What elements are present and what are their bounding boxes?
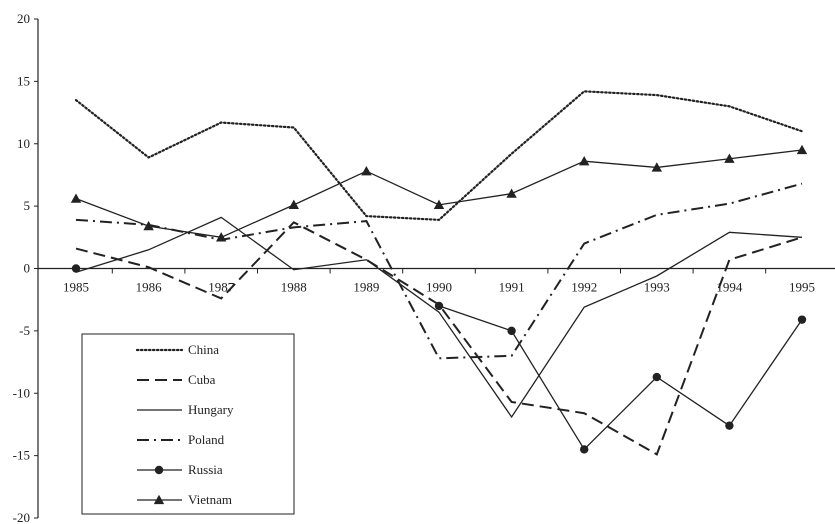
russia-point	[797, 315, 807, 324]
axes: 20 15 10 5 0 -5 -10 -15 -20 1985 1986 1987 1988 1989 1…	[13, 11, 835, 524]
russia-point	[71, 264, 81, 273]
legend-label: Russia	[188, 462, 223, 477]
series-russia	[71, 264, 807, 454]
vietnam-point	[288, 199, 299, 210]
y-tick-label: -15	[13, 448, 30, 463]
series-vietnam	[70, 144, 808, 242]
vietnam-point	[724, 153, 735, 163]
series-cuba	[75, 221, 803, 456]
poland-line	[75, 182, 803, 360]
x-tick-label: 1985	[63, 280, 89, 295]
legend-box	[81, 333, 295, 515]
hungary-line	[75, 216, 803, 419]
russia-line	[438, 305, 803, 451]
vietnam-point	[651, 162, 662, 172]
china-line	[74, 90, 804, 221]
series-hungary	[75, 216, 803, 419]
x-tick-label: 1992	[571, 280, 597, 295]
vietnam-point	[433, 199, 445, 210]
legend-item-china: China	[135, 342, 219, 357]
y-tick-label: -20	[13, 510, 30, 524]
series-layer	[70, 90, 808, 456]
legend-item-russia: Russia	[137, 462, 223, 477]
y-tick-label: 10	[17, 136, 30, 151]
legend-label: Hungary	[188, 402, 234, 417]
legend-label: Vietnam	[188, 492, 232, 507]
y-tick-label: 0	[24, 261, 31, 276]
legend-item-hungary: Hungary	[137, 402, 234, 417]
x-tick-label: 1991	[499, 280, 525, 295]
legend-item-poland: Poland	[137, 432, 225, 447]
y-tick-label: 5	[24, 198, 31, 213]
vietnam-line	[75, 149, 803, 238]
legend-label: China	[188, 342, 219, 357]
vietnam-point	[506, 188, 517, 198]
x-tick-label: 1994	[716, 280, 743, 295]
x-tick-label: 1993	[644, 280, 670, 295]
legend-label: Poland	[188, 432, 225, 447]
russia-point	[580, 445, 589, 454]
x-tick-label: 1989	[353, 280, 379, 295]
russia-point	[434, 301, 444, 311]
y-tick-label: 20	[17, 11, 30, 26]
russia-point	[507, 326, 516, 336]
vietnam-point	[143, 220, 154, 231]
legend: China Cuba Hungary Poland Russia Vietnam	[81, 333, 295, 515]
legend-marker	[153, 494, 165, 505]
x-tick-label: 1986	[136, 280, 163, 295]
vietnam-point	[216, 232, 227, 242]
legend-marker	[154, 465, 164, 475]
legend-label: Cuba	[188, 372, 216, 387]
vietnam-point	[361, 165, 372, 176]
y-tick-label: -10	[13, 385, 30, 400]
legend-item-vietnam: Vietnam	[137, 492, 232, 507]
y-tick-label: -5	[19, 323, 30, 338]
russia-point	[725, 421, 734, 430]
russia-point	[652, 372, 661, 382]
vietnam-point	[579, 156, 590, 166]
vietnam-point	[796, 144, 808, 155]
cuba-line	[75, 221, 803, 456]
series-china	[74, 90, 804, 221]
legend-item-cuba: Cuba	[137, 372, 216, 387]
series-poland	[75, 182, 803, 360]
y-tick-label: 15	[17, 73, 30, 88]
x-tick-label: 1990	[426, 280, 452, 295]
x-tick-label: 1995	[789, 280, 815, 295]
x-tick-label: 1987	[208, 280, 235, 295]
x-tick-label: 1988	[281, 280, 307, 295]
vietnam-point	[70, 193, 82, 203]
